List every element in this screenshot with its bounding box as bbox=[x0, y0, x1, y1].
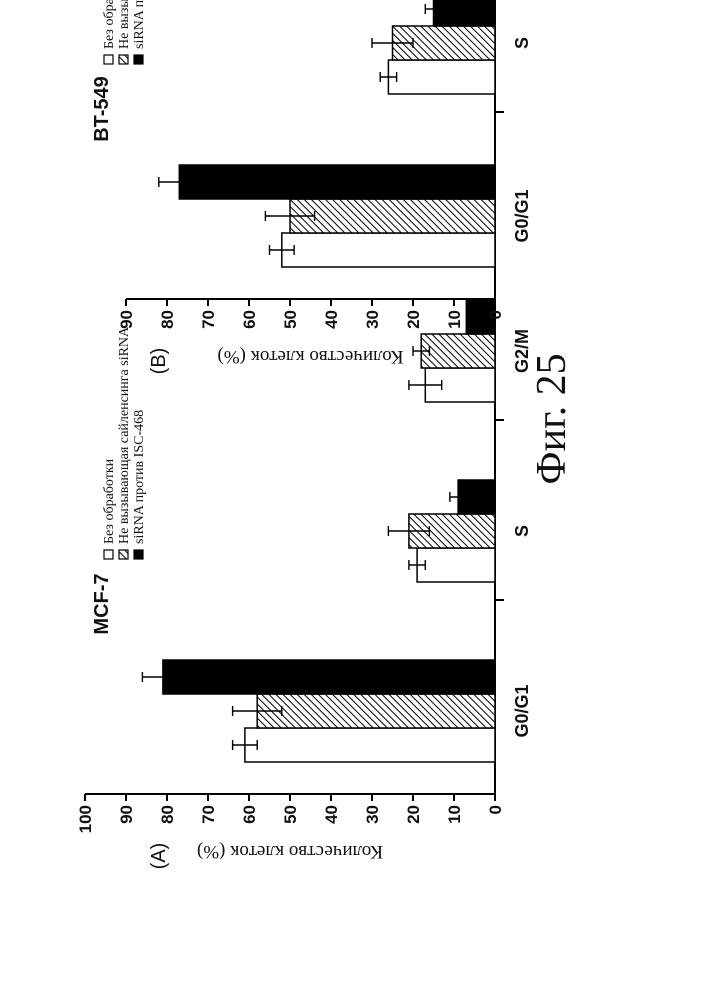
figure-caption: Фиг. 25 bbox=[529, 353, 575, 484]
chart-title: MCF-7 bbox=[91, 573, 113, 634]
bar bbox=[245, 728, 495, 762]
y-tick-label: 30 bbox=[363, 805, 382, 824]
legend-label: Не вызывающая сайленсинга siRNA bbox=[117, 326, 132, 544]
x-tick-label: G0/G1 bbox=[512, 684, 532, 737]
y-tick-label: 80 bbox=[158, 310, 177, 329]
legend-swatch bbox=[119, 55, 128, 64]
y-tick-label: 90 bbox=[117, 310, 136, 329]
legend-label: Не вызывающая сайленсинга siRNA bbox=[117, 0, 132, 49]
y-tick-label: 70 bbox=[199, 310, 218, 329]
legend-label: siRNA против ISC-468 bbox=[132, 0, 147, 49]
legend-swatch bbox=[119, 550, 128, 559]
panel-label: (B) bbox=[148, 348, 170, 375]
chart-panel-0: 0102030405060708090100Количество клеток … bbox=[76, 242, 532, 869]
y-axis-label: Количество клеток (%) bbox=[217, 346, 403, 367]
x-tick-label: S bbox=[512, 525, 532, 537]
bar bbox=[290, 199, 495, 233]
y-tick-label: 70 bbox=[199, 805, 218, 824]
y-tick-label: 20 bbox=[404, 805, 423, 824]
chart-title: BT-549 bbox=[91, 76, 113, 142]
x-tick-label: G0/G1 bbox=[512, 189, 532, 242]
bar bbox=[421, 334, 495, 368]
legend-swatch bbox=[134, 550, 143, 559]
bar bbox=[179, 165, 495, 199]
y-tick-label: 50 bbox=[281, 805, 300, 824]
y-tick-label: 40 bbox=[322, 805, 341, 824]
y-tick-label: 40 bbox=[322, 310, 341, 329]
y-tick-label: 20 bbox=[404, 310, 423, 329]
legend-swatch bbox=[104, 550, 113, 559]
legend-swatch bbox=[134, 55, 143, 64]
y-tick-label: 10 bbox=[445, 310, 464, 329]
bar bbox=[163, 660, 495, 694]
x-tick-label: S bbox=[512, 37, 532, 49]
legend-label: Без обработки bbox=[102, 0, 117, 49]
y-tick-label: 100 bbox=[76, 805, 95, 833]
y-tick-label: 60 bbox=[240, 310, 259, 329]
legend-label: Без обработки bbox=[102, 458, 117, 544]
y-tick-label: 0 bbox=[486, 310, 505, 319]
y-tick-label: 30 bbox=[363, 310, 382, 329]
legend-swatch bbox=[104, 55, 113, 64]
panel-label: (A) bbox=[148, 843, 170, 870]
y-tick-label: 0 bbox=[486, 805, 505, 814]
bar bbox=[257, 694, 495, 728]
y-axis-label: Количество клеток (%) bbox=[197, 841, 383, 862]
bar bbox=[417, 548, 495, 582]
bar bbox=[282, 233, 495, 267]
y-tick-label: 50 bbox=[281, 310, 300, 329]
y-tick-label: 10 bbox=[445, 805, 464, 824]
y-tick-label: 90 bbox=[117, 805, 136, 824]
bar bbox=[434, 0, 496, 26]
bar bbox=[388, 60, 495, 94]
y-tick-label: 60 bbox=[240, 805, 259, 824]
legend-label: siRNA против ISC-468 bbox=[132, 410, 147, 544]
y-tick-label: 80 bbox=[158, 805, 177, 824]
